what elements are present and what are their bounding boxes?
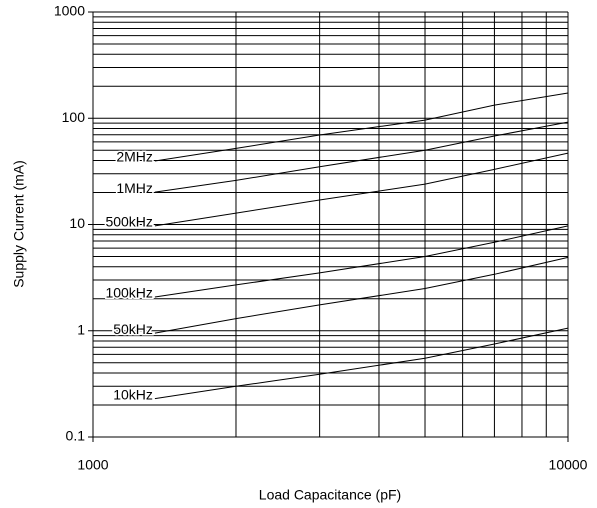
series-line	[154, 121, 569, 193]
series-line	[154, 327, 569, 400]
series-label: 2MHz	[116, 149, 153, 165]
series-label: 50kHz	[113, 321, 153, 337]
y-tick-label: 0.1	[66, 428, 86, 444]
series-label: 10kHz	[113, 386, 153, 402]
y-tick-label: 100	[62, 109, 86, 125]
y-tick-label: 1000	[54, 3, 85, 19]
series-line	[154, 92, 569, 162]
y-tick-label: 1	[77, 321, 85, 337]
x-axis-label: Load Capacitance (pF)	[259, 487, 401, 503]
x-tick-label: 10000	[549, 457, 588, 473]
x-tick-label: 1000	[77, 457, 108, 473]
y-tick-label: 10	[69, 215, 85, 231]
series-line	[154, 256, 569, 334]
series-label: 1MHz	[116, 180, 153, 196]
series-line	[154, 152, 569, 227]
series-line	[154, 225, 569, 298]
y-axis-label: Supply Current (mA)	[11, 160, 27, 288]
series-label: 500kHz	[105, 214, 152, 230]
series-label: 100kHz	[105, 285, 152, 301]
